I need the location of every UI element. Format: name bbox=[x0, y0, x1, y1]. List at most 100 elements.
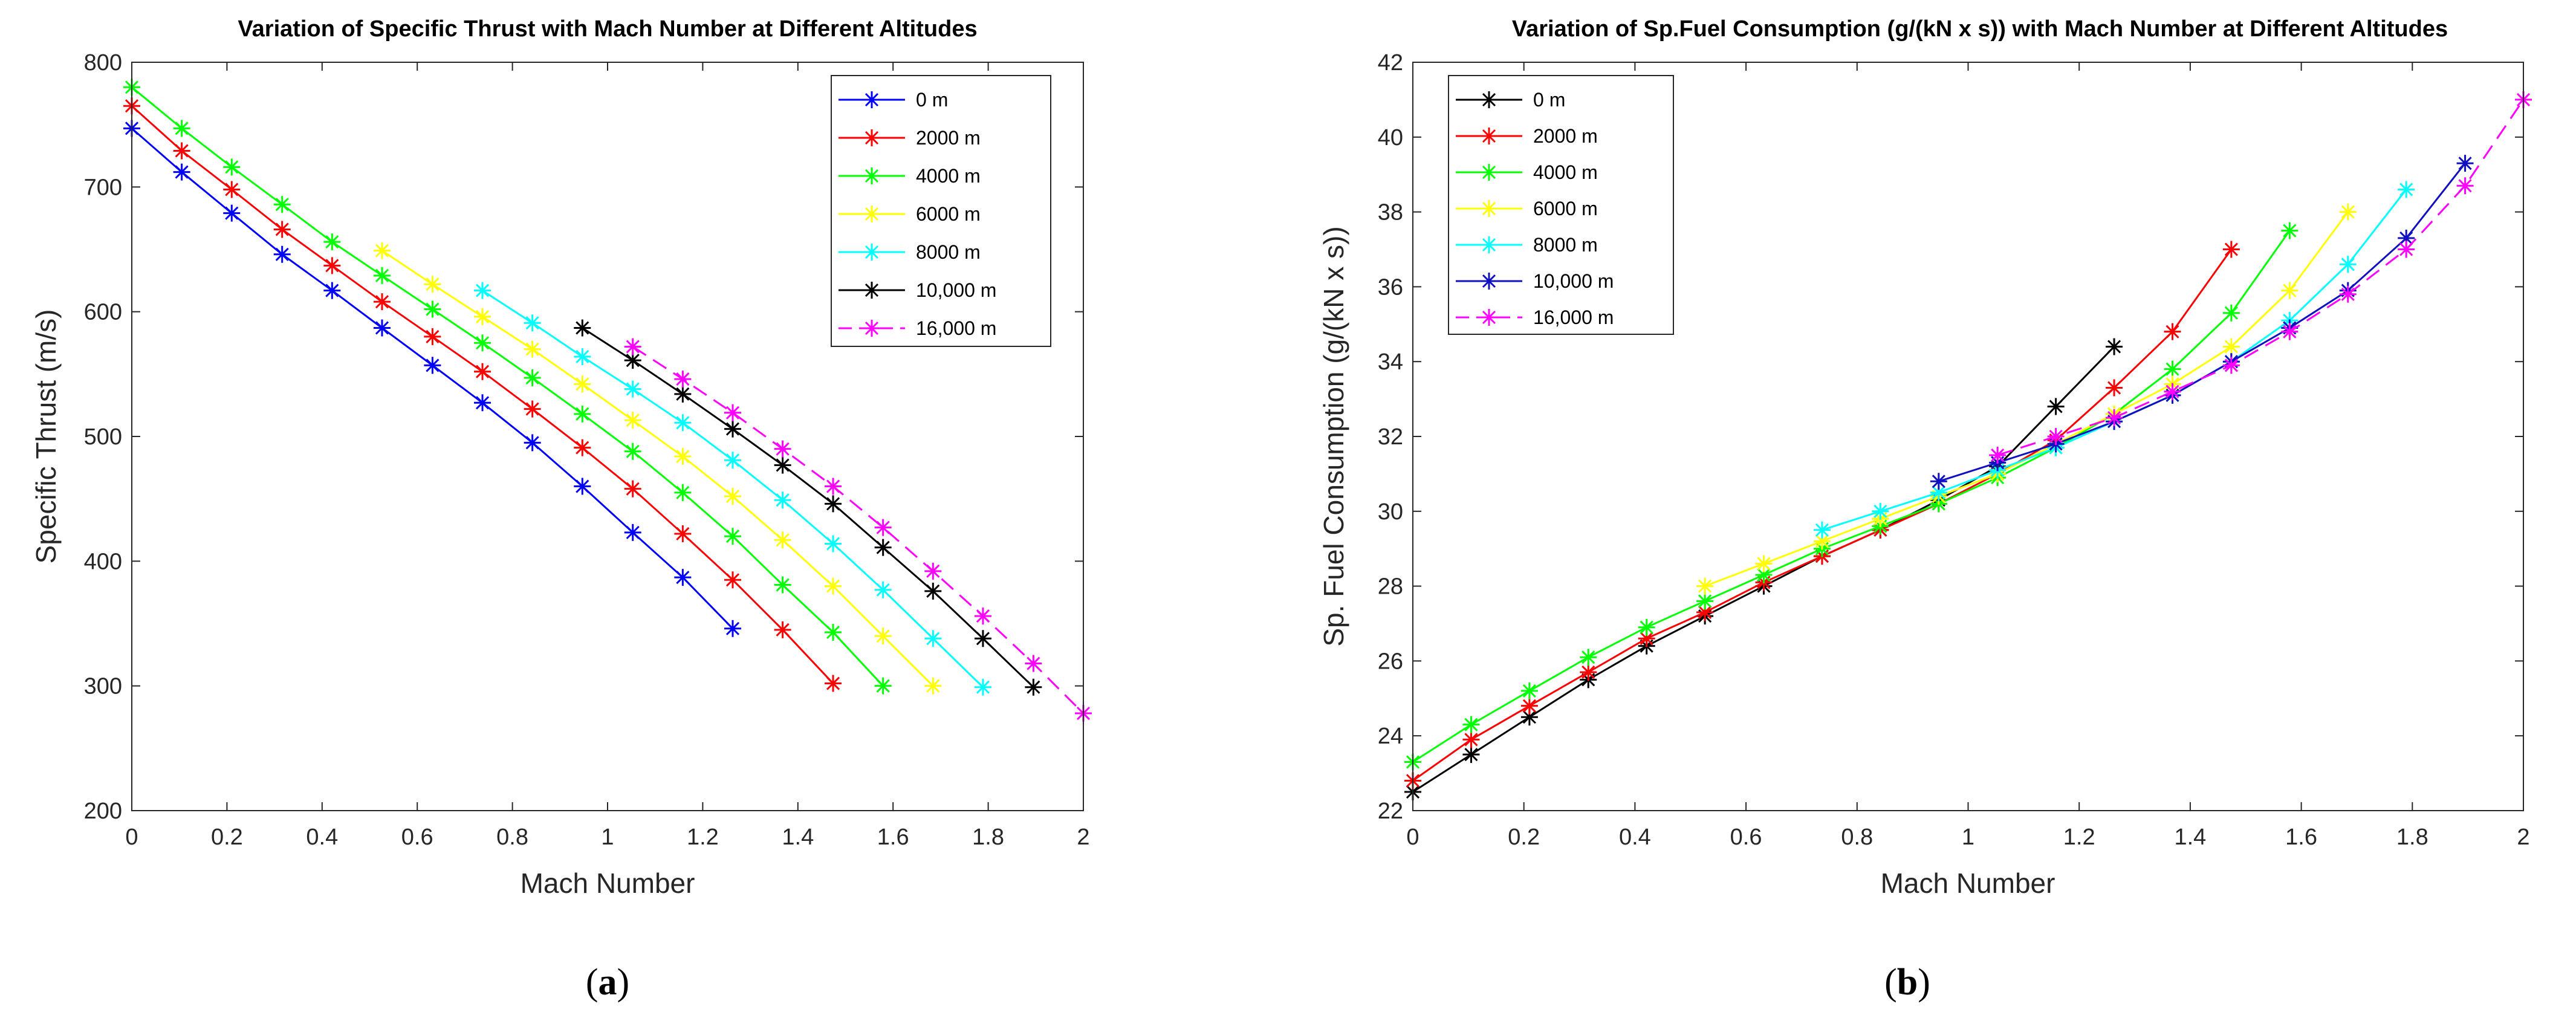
chart-a-data-point bbox=[724, 528, 741, 545]
chart-b-legend-item: 4000 m bbox=[1456, 161, 1598, 183]
chart-a-data-point bbox=[674, 569, 692, 586]
chart-a-data-point bbox=[974, 608, 991, 625]
chart-b-xtick-label: 0 bbox=[1406, 825, 1419, 850]
chart-b-data-point bbox=[2106, 409, 2123, 427]
chart-b-data-point bbox=[1696, 592, 1714, 610]
chart-a-data-point bbox=[874, 519, 892, 536]
chart-a-data-point bbox=[774, 491, 791, 509]
chart-b-ytick-label: 32 bbox=[1378, 424, 1403, 450]
chart-b-data-point bbox=[2047, 428, 2065, 445]
chart-a-axes-box bbox=[131, 62, 1084, 811]
chart-b-ytick-label: 30 bbox=[1378, 499, 1403, 525]
chart-b-series-line bbox=[1822, 189, 2407, 531]
chart-a-data-point bbox=[674, 525, 692, 542]
chart-b-xtick-label: 1.8 bbox=[2396, 825, 2428, 850]
chart-b-data-point bbox=[2164, 323, 2181, 340]
chart-a-data-point bbox=[874, 627, 892, 645]
chart-a-data-point bbox=[323, 257, 341, 274]
chart-a-data-point bbox=[474, 308, 492, 325]
chart-a-data-point bbox=[924, 677, 942, 695]
chart-a-legend-marker bbox=[863, 129, 880, 146]
chart-a-legend-label: 10,000 m bbox=[916, 279, 996, 301]
chart-a-data-point bbox=[574, 405, 591, 423]
chart-a-data-point bbox=[774, 456, 791, 474]
chart-a-data-point bbox=[474, 282, 492, 299]
chart-b-data-point bbox=[2222, 241, 2240, 258]
chart-a-legend-item: 0 m bbox=[839, 89, 948, 111]
chart-a-data-point bbox=[323, 233, 341, 251]
chart-b-data-point bbox=[1872, 502, 1889, 520]
chart-b-ylabel: Sp. Fuel Consumption (g/(kN x s)) bbox=[1318, 226, 1349, 646]
chart-a-ytick-label: 600 bbox=[84, 300, 122, 325]
chart-b-data-point bbox=[1930, 473, 1947, 490]
chart-a-series-4 bbox=[474, 282, 991, 696]
chart-a-legend-label: 6000 m bbox=[916, 203, 981, 225]
chart-b-data-point bbox=[2456, 155, 2474, 172]
chart-b-data-point bbox=[2106, 338, 2123, 355]
chart-b-legend-label: 16,000 m bbox=[1533, 306, 1614, 328]
chart-b-series-line bbox=[1938, 163, 2466, 482]
chart-a-data-point bbox=[323, 282, 341, 299]
chart-a-data-point bbox=[674, 484, 692, 501]
chart-b-data-point bbox=[1580, 649, 1597, 666]
chart-b-data-point bbox=[1696, 577, 1714, 595]
chart-a-data-point bbox=[574, 348, 591, 365]
chart-a-data-point bbox=[874, 677, 892, 695]
chart-a-data-point bbox=[774, 576, 791, 594]
chart-a-data-point bbox=[724, 404, 741, 421]
chart-a-ylabel: Specific Thrust (m/s) bbox=[30, 310, 62, 564]
chart-a-xtick-label: 1.6 bbox=[877, 825, 909, 850]
chart-a-xlabel: Mach Number bbox=[521, 867, 695, 899]
chart-b-legend-marker bbox=[1481, 91, 1497, 108]
chart-a-series-line bbox=[131, 86, 884, 687]
chart-a-data-point bbox=[825, 495, 842, 513]
chart-a-xtick-label: 0 bbox=[125, 825, 138, 850]
chart-a-xtick-label: 0.4 bbox=[306, 825, 338, 850]
chart-b-ticks: 0 0.2 0.4 0.6 0.8 1 1.2 1.4 1.6 1.8 22224262830323… bbox=[1378, 50, 2530, 850]
chart-a-legend-item: 10,000 m bbox=[839, 279, 996, 301]
chart-b-data-point bbox=[1462, 746, 1480, 763]
chart-b-ytick-label: 40 bbox=[1378, 125, 1403, 151]
chart-a-data-point bbox=[624, 442, 641, 460]
chart-a-data-point bbox=[474, 334, 492, 352]
chart-a-ytick-label: 700 bbox=[84, 175, 122, 200]
chart-a-data-point bbox=[624, 480, 641, 498]
chart-a-xtick-label: 0.6 bbox=[401, 825, 433, 850]
chart-b-xtick-label: 1 bbox=[1962, 825, 1974, 850]
chart-b-legend-item: 2000 m bbox=[1456, 125, 1598, 147]
chart-a-legend-marker bbox=[863, 206, 880, 222]
chart-a-xtick-label: 1.4 bbox=[782, 825, 814, 850]
chart-a-legend: 0 m 2000 m 4000 m 6000 m 8000 m 10,000 m 16,00… bbox=[831, 75, 1051, 347]
chart-a-data-point bbox=[173, 120, 190, 137]
chart-b-caption-open: ( bbox=[1884, 962, 1897, 1003]
chart-a-series-2 bbox=[123, 79, 892, 695]
chart-b-title: Variation of Sp.Fuel Consumption (g/(kN … bbox=[1512, 16, 2448, 42]
chart-a-series-line bbox=[632, 346, 1085, 715]
chart-b-data-point bbox=[2222, 304, 2240, 322]
chart-b-series-3 bbox=[1696, 203, 2357, 595]
chart-b-xtick-label: 0.8 bbox=[1841, 825, 1873, 850]
chart-b-data-point bbox=[1638, 618, 1655, 636]
chart-b-legend-marker bbox=[1481, 236, 1497, 253]
chart-a-xtick-label: 1.8 bbox=[972, 825, 1004, 850]
chart-b-data-point bbox=[2339, 203, 2357, 221]
chart-a-data-point bbox=[924, 630, 942, 647]
chart-b-legend-label: 8000 m bbox=[1533, 234, 1598, 256]
chart-b-legend-item: 6000 m bbox=[1456, 198, 1598, 219]
chart-a-series-0 bbox=[123, 120, 741, 637]
chart-b-data-point bbox=[2281, 282, 2299, 299]
chart-b-xtick-label: 0.6 bbox=[1730, 825, 1762, 850]
chart-a-data-point bbox=[373, 267, 391, 284]
chart-b-data-point bbox=[2281, 222, 2299, 239]
chart-b-data-point bbox=[2222, 357, 2240, 374]
chart-a-caption-open: ( bbox=[586, 962, 599, 1003]
chart-b-data-point bbox=[1520, 697, 1538, 715]
chart-a-ytick-label: 300 bbox=[84, 674, 122, 699]
chart-a-data-point bbox=[574, 375, 591, 393]
chart-a-ytick-label: 500 bbox=[84, 424, 122, 450]
chart-a-series bbox=[123, 79, 1092, 722]
chart-b-xtick-label: 0.2 bbox=[1508, 825, 1540, 850]
chart-a-series-6 bbox=[624, 338, 1092, 722]
chart-b-xtick-label: 1.4 bbox=[2174, 825, 2206, 850]
chart-a-data-point bbox=[774, 621, 791, 638]
